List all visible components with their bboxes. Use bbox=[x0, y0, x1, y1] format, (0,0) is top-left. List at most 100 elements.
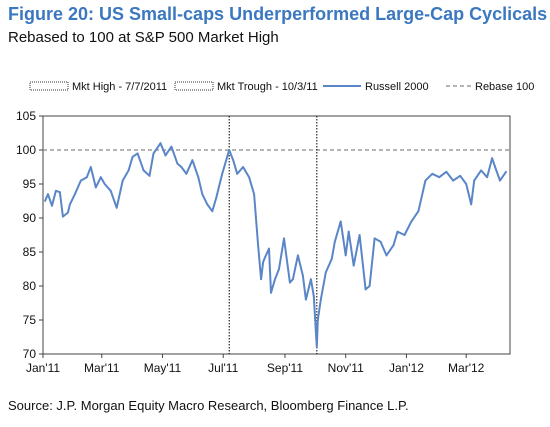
series-point bbox=[473, 179, 476, 182]
series-point bbox=[164, 154, 167, 157]
y-tick-label: 80 bbox=[23, 279, 37, 293]
series-point bbox=[410, 220, 413, 223]
series-point bbox=[62, 215, 64, 218]
x-tick-label: Nov'11 bbox=[328, 361, 364, 375]
x-tick-label: Jul'11 bbox=[208, 361, 238, 375]
series-point bbox=[470, 203, 473, 206]
legend-item: Russell 2000 bbox=[323, 81, 429, 93]
series-point bbox=[115, 206, 118, 209]
series-point bbox=[316, 319, 319, 321]
series-point bbox=[79, 179, 82, 182]
series-line-russell-2000 bbox=[44, 142, 507, 349]
series-point bbox=[176, 162, 179, 165]
series-point bbox=[142, 169, 145, 172]
page-subtitle: Rebased to 100 at S&P 500 Market High bbox=[8, 29, 279, 46]
series-point bbox=[159, 142, 162, 145]
series-point bbox=[392, 244, 395, 247]
series-point bbox=[352, 264, 355, 267]
series-point bbox=[136, 152, 139, 155]
y-tick-label: 85 bbox=[23, 245, 37, 259]
series-point bbox=[103, 183, 106, 185]
series-point bbox=[148, 174, 151, 177]
series-point bbox=[330, 257, 333, 260]
series-point bbox=[180, 166, 183, 168]
series-point bbox=[121, 179, 124, 182]
series-point bbox=[170, 145, 173, 148]
series-point bbox=[127, 169, 130, 172]
series-point bbox=[264, 256, 266, 259]
series-point bbox=[459, 174, 462, 177]
series-point bbox=[206, 203, 209, 206]
series-point bbox=[109, 189, 112, 192]
plot-area: 70 75 80 85 90 95 100 105 Jan'11 Mar'11 May'11 Jul'… bbox=[16, 109, 511, 375]
series-point bbox=[47, 193, 49, 196]
chart-legend: Mkt High - 7/7/2011 Mkt Trough - 10/3/11 R… bbox=[29, 81, 534, 93]
legend-swatch-dotted bbox=[29, 81, 69, 91]
legend-label: Russell 2000 bbox=[365, 81, 429, 93]
legend-label: Rebase 100 bbox=[475, 81, 534, 93]
series-point bbox=[201, 193, 204, 196]
series-point bbox=[505, 170, 507, 173]
series-point bbox=[347, 230, 350, 233]
series-point bbox=[491, 157, 493, 160]
legend-item: Rebase 100 bbox=[446, 81, 534, 93]
series-point bbox=[445, 170, 448, 173]
series-point bbox=[131, 155, 134, 158]
series-point bbox=[494, 166, 496, 168]
y-tick-label: 100 bbox=[16, 143, 36, 157]
series-point bbox=[191, 159, 194, 162]
x-tick-label: Mar'12 bbox=[448, 361, 485, 375]
series-point bbox=[59, 191, 61, 194]
y-tick-label: 105 bbox=[16, 109, 36, 123]
series-point bbox=[94, 186, 97, 189]
series-point bbox=[297, 254, 299, 257]
series-point bbox=[431, 172, 434, 175]
series-point bbox=[344, 254, 347, 257]
series-point bbox=[228, 149, 231, 151]
series-point bbox=[221, 172, 224, 175]
series-point bbox=[452, 179, 455, 182]
legend-swatch-dotted bbox=[174, 81, 214, 91]
series-point bbox=[44, 200, 46, 202]
y-tick-label: 70 bbox=[23, 347, 37, 361]
series-point bbox=[333, 240, 336, 243]
series-point bbox=[268, 247, 270, 250]
legend-item: Mkt Trough - 10/3/11 bbox=[174, 81, 318, 93]
series-point bbox=[368, 285, 371, 287]
series-point bbox=[324, 271, 327, 274]
series-point bbox=[73, 193, 76, 196]
series-point bbox=[197, 176, 200, 179]
series-point bbox=[51, 204, 53, 207]
series-point bbox=[283, 237, 285, 240]
series-point bbox=[465, 183, 468, 185]
series-point bbox=[379, 240, 382, 243]
series-point bbox=[211, 210, 214, 213]
x-tick-label: May'11 bbox=[144, 361, 182, 375]
page-title: Figure 20: US Small-caps Underperformed … bbox=[8, 4, 548, 24]
series-point bbox=[236, 172, 239, 175]
series-point bbox=[319, 298, 322, 301]
y-tick-label: 90 bbox=[23, 211, 37, 225]
y-tick-label: 75 bbox=[23, 313, 37, 327]
series-point bbox=[301, 274, 304, 277]
series-point bbox=[242, 166, 245, 168]
series-point bbox=[185, 172, 188, 175]
series-point bbox=[499, 179, 501, 182]
series-point bbox=[438, 176, 441, 179]
series-point bbox=[486, 176, 488, 179]
series-point bbox=[403, 234, 406, 236]
series-point bbox=[270, 291, 272, 294]
series-point bbox=[55, 189, 57, 192]
series-point bbox=[385, 254, 388, 257]
x-tick-label: Jan'12 bbox=[389, 361, 424, 375]
series-point bbox=[248, 176, 251, 179]
series-point bbox=[253, 193, 255, 196]
series-point bbox=[358, 234, 361, 236]
y-tick-label: 95 bbox=[23, 177, 37, 191]
series-point bbox=[260, 278, 262, 281]
x-tick-label: Mar'11 bbox=[84, 361, 120, 375]
series-point bbox=[417, 210, 420, 213]
series-point bbox=[68, 203, 71, 206]
series-point bbox=[262, 261, 264, 264]
series-point bbox=[424, 179, 427, 182]
